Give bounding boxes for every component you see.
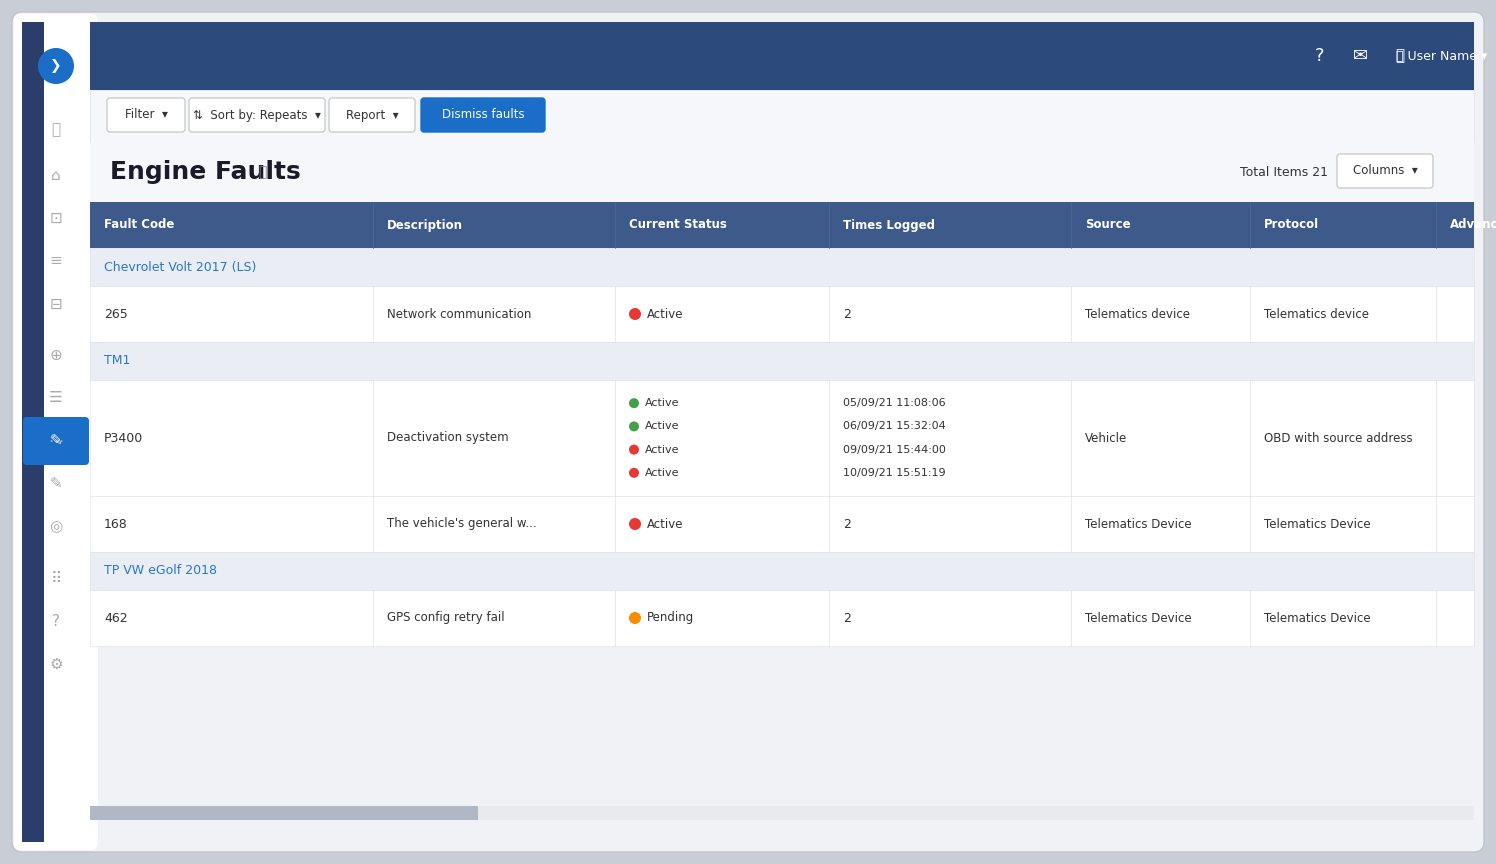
Text: ⋯: ⋯ (48, 434, 64, 448)
Circle shape (628, 398, 639, 408)
Text: 2: 2 (844, 518, 851, 530)
Text: Advanced: Advanced (1450, 219, 1496, 232)
Text: Current Status: Current Status (628, 219, 727, 232)
Text: 🔖: 🔖 (257, 165, 266, 179)
Circle shape (628, 308, 640, 320)
Circle shape (628, 445, 639, 454)
Text: The vehicle's general w...: The vehicle's general w... (387, 518, 537, 530)
Text: 🔔: 🔔 (1396, 48, 1405, 63)
Text: Active: Active (646, 518, 684, 530)
Text: 2: 2 (844, 308, 851, 321)
Text: ⌂: ⌂ (51, 168, 61, 182)
Bar (22, 22, 43, 842)
Text: Engine Faults: Engine Faults (111, 160, 301, 184)
Text: TM1: TM1 (105, 354, 130, 367)
Text: ⌕: ⌕ (51, 123, 60, 137)
Text: 2: 2 (844, 612, 851, 625)
Text: Telematics Device: Telematics Device (1085, 518, 1192, 530)
Text: 462: 462 (105, 612, 127, 625)
Text: Source: Source (1085, 219, 1131, 232)
Text: ⇅  Sort by: Repeats  ▾: ⇅ Sort by: Repeats ▾ (193, 109, 322, 122)
Text: Total Items 21: Total Items 21 (1240, 166, 1328, 179)
Bar (90, 342, 1474, 380)
Text: Telematics Device: Telematics Device (1085, 612, 1192, 625)
Circle shape (628, 612, 640, 624)
Text: Telematics Device: Telematics Device (1264, 518, 1370, 530)
Text: ?: ? (1315, 47, 1325, 65)
Text: TP VW eGolf 2018: TP VW eGolf 2018 (105, 564, 217, 577)
Text: ⊕: ⊕ (49, 347, 63, 363)
FancyBboxPatch shape (12, 12, 1484, 852)
Text: Chevrolet Volt 2017 (LS): Chevrolet Volt 2017 (LS) (105, 261, 256, 274)
Bar (90, 248, 1474, 286)
Bar (90, 286, 1474, 342)
Bar (90, 22, 1474, 90)
Text: ❯: ❯ (51, 59, 61, 73)
Text: 265: 265 (105, 308, 127, 321)
Text: Telematics device: Telematics device (1264, 308, 1369, 321)
Text: ⚙: ⚙ (49, 657, 63, 671)
Text: GPS config retry fail: GPS config retry fail (387, 612, 504, 625)
Bar (90, 380, 1474, 496)
Circle shape (628, 467, 639, 478)
FancyBboxPatch shape (1337, 154, 1433, 188)
Text: ⊟: ⊟ (49, 296, 63, 312)
Text: ≡: ≡ (49, 253, 63, 269)
Text: Times Logged: Times Logged (844, 219, 935, 232)
Text: ◎: ◎ (49, 519, 63, 535)
Text: 👤 User Name ▾: 👤 User Name ▾ (1396, 49, 1487, 62)
Text: Description: Description (387, 219, 462, 232)
Text: Telematics device: Telematics device (1085, 308, 1189, 321)
Circle shape (628, 518, 640, 530)
Circle shape (37, 48, 73, 84)
Text: 168: 168 (105, 518, 127, 530)
Bar (90, 202, 1474, 248)
FancyBboxPatch shape (22, 417, 88, 465)
Text: Protocol: Protocol (1264, 219, 1319, 232)
Text: Active: Active (645, 467, 679, 478)
Bar (90, 496, 1474, 552)
Bar (90, 806, 477, 820)
Bar (90, 142, 1474, 202)
Text: P3400: P3400 (105, 431, 144, 444)
Text: Columns  ▾: Columns ▾ (1352, 164, 1417, 177)
Text: Filter  ▾: Filter ▾ (124, 109, 168, 122)
Circle shape (628, 422, 639, 431)
Text: Pending: Pending (646, 612, 694, 625)
Text: ⠿: ⠿ (51, 570, 61, 586)
FancyBboxPatch shape (188, 98, 325, 132)
Text: Deactivation system: Deactivation system (387, 431, 509, 444)
Text: Active: Active (645, 422, 679, 431)
Bar (90, 806, 1474, 820)
FancyBboxPatch shape (108, 98, 186, 132)
Text: Active: Active (645, 398, 679, 408)
Bar (90, 590, 1474, 646)
Bar (90, 552, 1474, 590)
Text: 05/09/21 11:08:06: 05/09/21 11:08:06 (844, 398, 945, 408)
Text: Dismiss faults: Dismiss faults (441, 109, 524, 122)
Text: 06/09/21 15:32:04: 06/09/21 15:32:04 (844, 422, 945, 431)
Text: ?: ? (52, 613, 60, 628)
FancyBboxPatch shape (13, 14, 99, 850)
Text: Active: Active (646, 308, 684, 321)
FancyBboxPatch shape (329, 98, 414, 132)
Text: Report  ▾: Report ▾ (346, 109, 398, 122)
Text: ⊡: ⊡ (49, 211, 63, 226)
Text: 09/09/21 15:44:00: 09/09/21 15:44:00 (844, 445, 945, 454)
Text: Vehicle: Vehicle (1085, 431, 1128, 444)
Text: ✎: ✎ (49, 434, 63, 448)
Text: Telematics Device: Telematics Device (1264, 612, 1370, 625)
Text: ✉: ✉ (1352, 47, 1367, 65)
FancyBboxPatch shape (420, 98, 545, 132)
Text: ✎: ✎ (49, 477, 63, 492)
Text: ☰: ☰ (49, 391, 63, 405)
Text: OBD with source address: OBD with source address (1264, 431, 1412, 444)
Text: Network communication: Network communication (387, 308, 531, 321)
Text: 10/09/21 15:51:19: 10/09/21 15:51:19 (844, 467, 945, 478)
Bar (90, 90, 1474, 142)
Text: Fault Code: Fault Code (105, 219, 175, 232)
Text: Active: Active (645, 445, 679, 454)
